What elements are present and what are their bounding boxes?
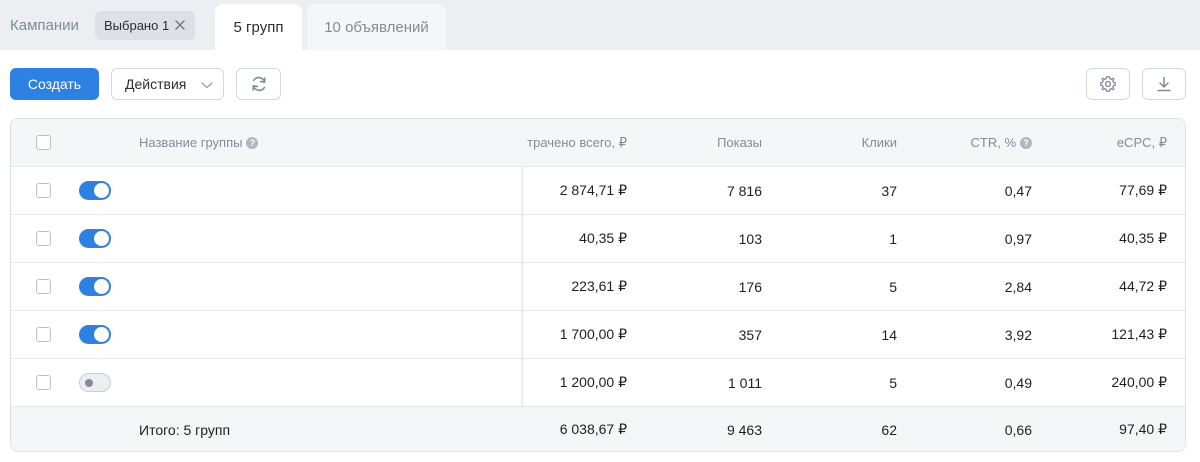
cell-ctr: 3,92 xyxy=(1004,326,1032,343)
total-shows: 9 463 xyxy=(726,421,762,438)
cell-spent: 40,35 ₽ xyxy=(579,230,627,246)
status-toggle[interactable] xyxy=(79,325,111,344)
groups-table: Название группы ? трачено всего, ₽ Показ… xyxy=(10,118,1186,452)
tab-campaigns-label: Кампании xyxy=(10,16,79,34)
row-checkbox[interactable] xyxy=(36,279,51,294)
cell-spent: 1 700,00 ₽ xyxy=(559,326,627,342)
cell-ecpc: 77,69 ₽ xyxy=(1119,182,1167,198)
download-button[interactable] xyxy=(1142,68,1186,100)
status-toggle[interactable] xyxy=(79,277,111,296)
cell-shows: 103 xyxy=(738,230,762,247)
cell-shows: 176 xyxy=(738,278,762,295)
row-checkbox[interactable] xyxy=(36,183,51,198)
table-row: 40,35 ₽ 103 1 0,97 40,35 ₽ xyxy=(11,215,1185,263)
total-spent: 6 038,67 ₽ xyxy=(559,421,627,437)
tab-ads[interactable]: 10 объявлений xyxy=(307,4,446,50)
row-checkbox[interactable] xyxy=(36,375,51,390)
create-button[interactable]: Создать xyxy=(10,68,99,100)
total-ecpc: 97,40 ₽ xyxy=(1119,421,1167,437)
column-spent-header[interactable]: трачено всего, ₽ xyxy=(527,134,627,150)
total-label: Итого: 5 групп xyxy=(139,421,231,438)
total-clicks: 62 xyxy=(881,421,897,438)
table-row: 2 874,71 ₽ 7 816 37 0,47 77,69 ₽ xyxy=(11,167,1185,215)
cell-shows: 1 011 xyxy=(728,374,762,391)
column-shows-header[interactable]: Показы xyxy=(717,135,762,150)
cell-spent: 2 874,71 ₽ xyxy=(559,182,627,198)
gear-icon xyxy=(1100,76,1116,92)
status-toggle[interactable] xyxy=(79,181,111,200)
row-checkbox[interactable] xyxy=(36,327,51,342)
column-ctr-label: CTR, % xyxy=(970,135,1017,150)
table-row: 223,61 ₽ 176 5 2,84 44,72 ₽ xyxy=(11,263,1185,311)
column-ctr-header[interactable]: CTR, % ? xyxy=(911,119,1032,166)
toggle-knob xyxy=(85,379,93,387)
column-name-label: Название группы xyxy=(139,135,243,150)
column-ecpc-header[interactable]: eCPC, ₽ xyxy=(1116,134,1167,150)
cell-shows: 357 xyxy=(738,326,762,343)
select-all-checkbox[interactable] xyxy=(36,135,51,150)
cell-ctr: 0,97 xyxy=(1004,230,1032,247)
row-checkbox[interactable] xyxy=(36,231,51,246)
actions-dropdown-label: Действия xyxy=(125,76,187,92)
table-header: Название группы ? трачено всего, ₽ Показ… xyxy=(11,119,1185,167)
cell-ctr: 0,49 xyxy=(1004,374,1032,391)
cell-ecpc: 240,00 ₽ xyxy=(1111,374,1167,390)
status-toggle[interactable] xyxy=(79,229,111,248)
toggle-knob xyxy=(94,279,109,294)
column-clicks-header[interactable]: Клики xyxy=(861,135,897,150)
help-icon[interactable]: ? xyxy=(1020,136,1032,149)
table-row: 1 200,00 ₽ 1 011 5 0,49 240,00 ₽ xyxy=(11,359,1185,407)
toggle-knob xyxy=(94,231,109,246)
cell-spent: 1 200,00 ₽ xyxy=(559,374,627,390)
cell-ecpc: 40,35 ₽ xyxy=(1119,230,1167,246)
cell-shows: 7 816 xyxy=(726,182,762,199)
tab-campaigns[interactable]: Кампании xyxy=(10,0,79,50)
chevron-down-icon xyxy=(201,82,213,89)
tab-groups-label: 5 групп xyxy=(233,18,284,36)
refresh-button[interactable] xyxy=(236,68,281,100)
download-icon xyxy=(1157,76,1171,92)
status-toggle[interactable] xyxy=(79,373,111,392)
cell-ecpc: 44,72 ₽ xyxy=(1119,278,1167,294)
help-icon[interactable]: ? xyxy=(246,136,259,149)
cell-clicks: 5 xyxy=(889,278,897,295)
column-name-header[interactable]: Название группы ? xyxy=(139,119,259,166)
refresh-icon xyxy=(251,76,266,92)
cell-clicks: 37 xyxy=(881,182,897,199)
tab-ads-label: 10 объявлений xyxy=(324,18,429,36)
cell-ecpc: 121,43 ₽ xyxy=(1111,326,1167,342)
fixed-column-divider xyxy=(521,167,525,407)
settings-button[interactable] xyxy=(1086,68,1130,100)
total-ctr: 0,66 xyxy=(1004,421,1032,438)
toggle-knob xyxy=(94,327,109,342)
tab-bar: Кампании Выбрано 1 5 групп 10 объявлений xyxy=(0,0,1200,50)
selected-filter-label: Выбрано 1 xyxy=(104,18,170,33)
close-icon[interactable] xyxy=(174,19,186,31)
cell-clicks: 1 xyxy=(889,230,897,247)
table-total-row: Итого: 5 групп 6 038,67 ₽ 9 463 62 0,66 … xyxy=(11,407,1185,451)
selected-filter-chip[interactable]: Выбрано 1 xyxy=(95,11,195,40)
cell-clicks: 14 xyxy=(881,326,897,343)
cell-ctr: 0,47 xyxy=(1004,182,1032,199)
cell-spent: 223,61 ₽ xyxy=(571,278,627,294)
cell-ctr: 2,84 xyxy=(1004,278,1032,295)
tab-groups[interactable]: 5 групп xyxy=(215,4,302,50)
table-row: 1 700,00 ₽ 357 14 3,92 121,43 ₽ xyxy=(11,311,1185,359)
actions-dropdown[interactable]: Действия xyxy=(111,68,224,100)
toggle-knob xyxy=(94,183,109,198)
cell-clicks: 5 xyxy=(889,374,897,391)
